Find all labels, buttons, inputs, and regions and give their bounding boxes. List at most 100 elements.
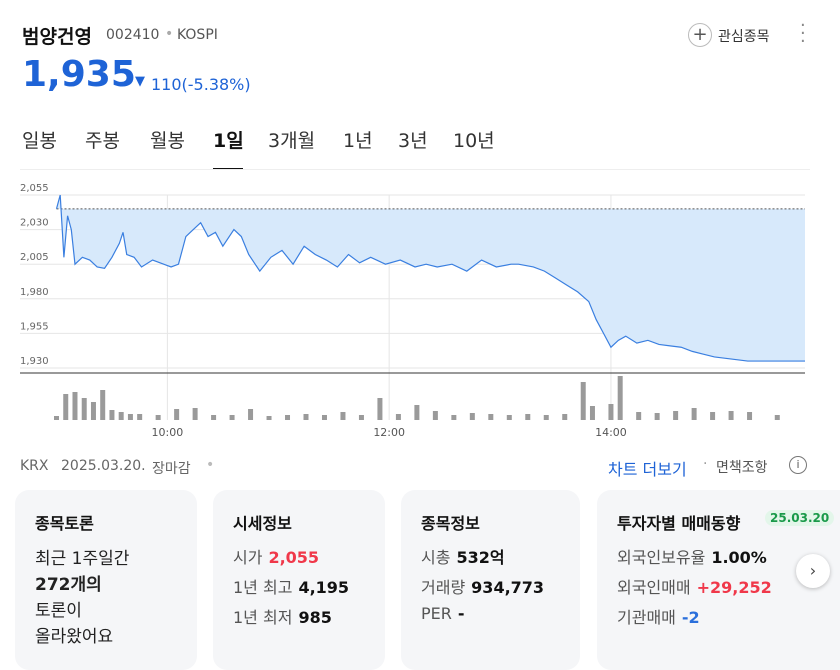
row-label: PER — [421, 604, 452, 623]
volume-bar — [451, 415, 457, 420]
info-row: 1년 최고 4,195 — [233, 574, 349, 598]
x-tick-label: 10:00 — [152, 426, 184, 439]
current-price: 1,935 — [22, 54, 136, 95]
card-line: 토론이 — [35, 601, 82, 621]
info-icon[interactable]: i — [789, 456, 807, 474]
volume-bar — [248, 409, 254, 420]
info-row: 거래량 934,773 — [421, 574, 544, 598]
date: 2025.03.20. — [61, 458, 146, 474]
volume-bar — [174, 409, 180, 420]
row-label: 외국인보유율 — [617, 548, 706, 567]
volume-bar — [211, 415, 217, 420]
market-status: 장마감 — [152, 461, 191, 477]
volume-bar — [72, 392, 78, 420]
info-row: PER - — [421, 604, 465, 623]
row-label: 시가 — [233, 548, 263, 567]
volume-bar — [589, 406, 595, 420]
volume-bar — [747, 412, 753, 420]
card-line: 272개의 — [35, 575, 102, 595]
volume-bar — [90, 402, 96, 420]
dot: • — [165, 26, 174, 42]
row-value: 1.00% — [711, 548, 767, 567]
tab[interactable]: 3년 — [398, 130, 428, 152]
stock-code: 002410 — [106, 27, 160, 43]
volume-bar — [229, 415, 235, 420]
volume-bar — [488, 414, 494, 420]
chart: 2,055 2,030 2,005 1,980 1,955 1,930 10:00 12:00… — [20, 183, 805, 439]
volume-bar — [636, 412, 642, 420]
volume-bar — [710, 412, 716, 420]
row-label: 1년 최고 — [233, 578, 293, 597]
card-title: 종목토론 — [35, 514, 94, 533]
card-title: 종목정보 — [421, 514, 480, 533]
volume-bar — [414, 405, 420, 420]
card-line: 최근 1주일간 — [35, 549, 130, 569]
divider — [20, 169, 810, 170]
row-value: 985 — [298, 608, 332, 627]
y-tick-label: 1,980 — [20, 287, 49, 298]
volume-bar — [691, 408, 697, 420]
row-label: 외국인매매 — [617, 578, 691, 597]
y-tick-label: 1,930 — [20, 356, 49, 367]
tab[interactable]: 3개월 — [268, 130, 316, 152]
volume-bar — [192, 408, 198, 420]
price-info-card[interactable]: 시세정보 시가 2,055 1년 최고 4,195 1년 최저 985 — [213, 490, 385, 670]
tab[interactable]: 1년 — [343, 130, 373, 152]
row-value: - — [457, 604, 465, 623]
volume-bar — [137, 414, 143, 420]
badge: 25.03.20 — [765, 510, 835, 526]
card-title: 시세정보 — [233, 514, 292, 533]
down-arrow: ▼ — [135, 74, 145, 89]
volume-bar — [506, 415, 512, 420]
info-row: 외국인매매 +29,252 — [617, 574, 772, 598]
add-icon[interactable]: + — [688, 23, 712, 47]
volume-bar — [469, 413, 475, 420]
exchange: KRX — [20, 458, 49, 474]
volume-bar — [617, 376, 623, 420]
volume-bar — [285, 415, 291, 420]
volume-bar — [321, 415, 327, 420]
more-menu[interactable]: · · · — [800, 15, 806, 52]
volume-bar — [155, 415, 161, 420]
volume-bar — [673, 411, 679, 420]
status-dot: • — [206, 457, 215, 473]
volume-bar — [127, 414, 133, 420]
row-value: 532억 — [456, 548, 505, 567]
volume-bar — [543, 415, 549, 420]
volume-bar — [266, 416, 272, 420]
y-tick-label: 2,055 — [20, 183, 49, 194]
separator: · — [703, 456, 708, 472]
y-tick-label: 1,955 — [20, 321, 49, 332]
row-value: +29,252 — [696, 578, 772, 597]
discussion-card[interactable]: 종목토론 최근 1주일간 272개의 토론이 올라왔어요 — [15, 490, 197, 670]
volume-bar — [303, 414, 309, 420]
volume-bar — [654, 413, 660, 420]
x-tick-label: 14:00 — [595, 426, 627, 439]
tab[interactable]: 월봉 — [150, 130, 185, 152]
volume-bar — [54, 416, 59, 420]
tab[interactable]: 일봉 — [22, 130, 57, 152]
x-tick-label: 12:00 — [373, 426, 405, 439]
chart-more-link[interactable]: 차트 더보기 — [608, 460, 687, 479]
volume-bar — [118, 412, 124, 420]
tab[interactable]: 10년 — [453, 130, 495, 152]
volume-bar — [580, 382, 586, 420]
next-button[interactable]: › — [796, 554, 830, 588]
disclaimer-link[interactable]: 면책조항 — [716, 460, 768, 476]
tab[interactable]: 1일 — [213, 130, 244, 152]
stock-info-card[interactable]: 종목정보 시총 532억 거래량 934,773 PER - — [401, 490, 580, 670]
card-line: 올라왔어요 — [35, 627, 114, 647]
volume-bar — [432, 411, 438, 420]
tab[interactable]: 주봉 — [85, 130, 120, 152]
price-line — [55, 194, 805, 362]
volume-bar — [525, 414, 531, 420]
y-tick-label: 2,030 — [20, 218, 49, 229]
watch-button[interactable]: 관심종목 — [718, 29, 770, 45]
card-title: 투자자별 매매동향 — [617, 514, 741, 533]
volume-bar — [358, 415, 364, 420]
volume-bar — [608, 404, 614, 420]
volume-bar — [728, 411, 734, 420]
market: KOSPI — [177, 27, 218, 43]
row-value: 4,195 — [298, 578, 350, 597]
